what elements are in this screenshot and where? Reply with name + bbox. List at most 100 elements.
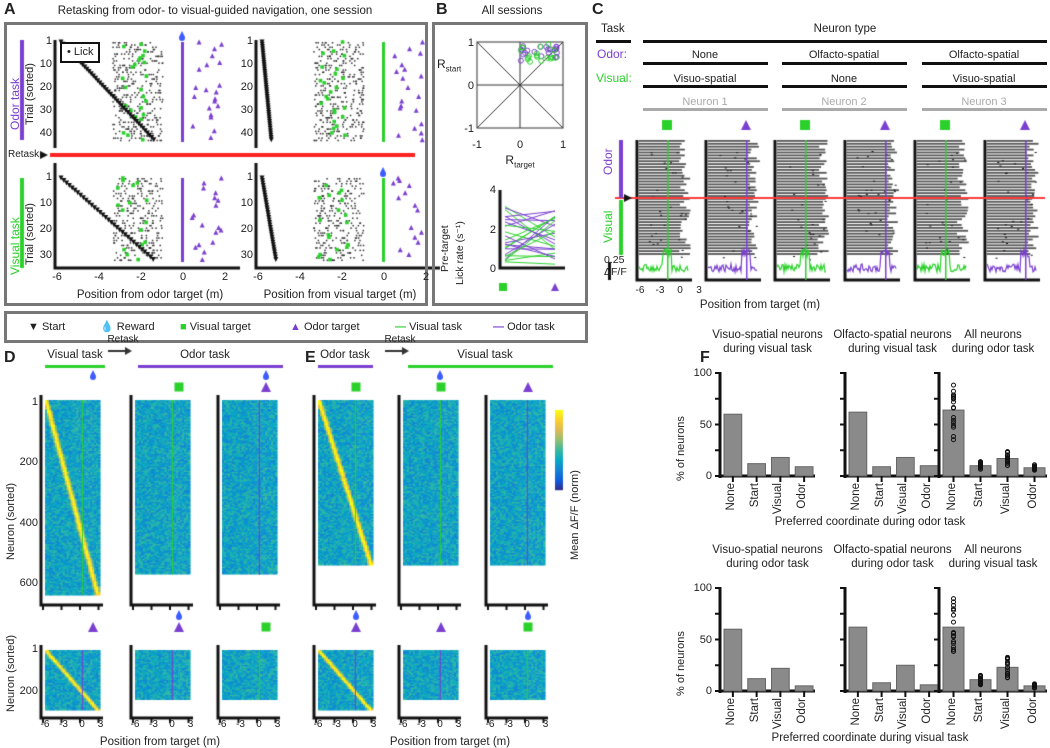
b-lick-tick: 2 (489, 224, 496, 236)
f-category-label: Start (748, 698, 761, 723)
f-chart-title: during visual task (723, 343, 812, 355)
colorbar-label: Mean ΔF/F (norm) (569, 470, 581, 560)
b-xtick: 1 (559, 139, 567, 151)
bar-start (872, 682, 891, 692)
bar-none (723, 628, 743, 692)
d-odor-task: Odor task (180, 349, 230, 361)
f-category-label: Start (873, 698, 886, 723)
f-xlabel-top: Preferred coordinate during odor task (774, 516, 966, 528)
c-neuron-label: Neuron 1 (682, 96, 728, 108)
session-point (951, 640, 956, 646)
d-ytick: 600 (19, 577, 38, 589)
c-scale-value: 0.25 (604, 254, 625, 266)
de-xtick: 3 (274, 719, 281, 730)
a-ytick: 40 (39, 127, 52, 139)
f-chart-title: Olfacto-spatial neurons (833, 329, 952, 341)
f-category-label: Visual (897, 483, 910, 515)
panel-label-c: C (592, 1, 604, 18)
c-odor-side-label: Odor (601, 148, 615, 175)
f-chart-title: during odor task (951, 343, 1035, 355)
session-point (951, 405, 956, 411)
panel-label-f: F (700, 349, 710, 366)
divider (782, 108, 907, 111)
de-xtick: -3 (59, 719, 68, 730)
de-xtick: 3 (542, 719, 549, 730)
de-xtick: -6 (313, 719, 323, 730)
a-ytick: 20 (39, 223, 52, 235)
divider (782, 62, 907, 65)
divider (922, 62, 1047, 65)
panel-a-title: Retasking from odor- to visual-guided na… (57, 5, 373, 17)
session-point (951, 415, 956, 421)
legend-reward: 💧 Reward (100, 322, 155, 333)
a-xtick: 2 (221, 271, 229, 283)
de-xtick: 3 (455, 719, 462, 730)
f-chart-title: All neurons (964, 544, 1022, 556)
f-category-label: Start (972, 698, 985, 723)
session-point (951, 437, 956, 443)
legend-visual-target-label: Visual target (189, 321, 251, 333)
b-lick-ylabel-1: Pre-target (439, 225, 451, 272)
a-ytick: 30 (240, 104, 253, 116)
a-xtick: -6 (253, 271, 263, 283)
c-neuron-label: Neuron 3 (961, 96, 1007, 108)
de-xtick: -3 (504, 719, 513, 730)
bar-odor (794, 685, 814, 692)
a-ytick: 1 (246, 35, 253, 47)
de-xtick: -6 (398, 719, 408, 730)
a-xtick: -4 (94, 271, 104, 283)
f-ytick: 50 (699, 418, 712, 431)
session-point (1005, 654, 1010, 660)
d-ytick: 200 (19, 456, 38, 468)
session-point (951, 629, 956, 635)
bar-none (848, 411, 868, 477)
divider (643, 108, 768, 111)
session-point (951, 422, 956, 428)
c-visual-row-label: Visual: (596, 71, 632, 85)
legend-reward-label: Reward (116, 321, 155, 333)
f-chart-title: during visual task (848, 343, 937, 355)
a-ytick: 10 (39, 58, 52, 70)
a-ytick: 20 (240, 81, 253, 93)
c-neuron-type-header: Neuron type (813, 23, 877, 35)
legend-frame (4, 311, 588, 343)
session-point (951, 648, 956, 654)
panel-b-frame (432, 22, 588, 306)
f-category-label: Odor (796, 698, 809, 724)
de-xtick: -3 (236, 719, 245, 730)
c-visual-type: None (830, 73, 858, 85)
de-xtick: 0 (524, 719, 530, 730)
legend-visual-task-label: Visual task (409, 321, 463, 333)
a-xtick: 0 (380, 271, 388, 283)
legend-start: ▼ Start (28, 322, 65, 333)
purple-dash-icon: — (493, 321, 504, 333)
d-ytick: 200 (19, 685, 38, 697)
e-visual-task: Visual task (457, 349, 513, 361)
green-dash-icon: — (395, 321, 406, 333)
bar-start (747, 463, 766, 477)
legend-visual-target: ■ Visual target (180, 322, 251, 333)
de-xtick: -3 (149, 719, 158, 730)
trial-axis-label-bottom: Trial (sorted) (24, 203, 36, 265)
session-point (1005, 449, 1010, 455)
a-ytick: 1 (45, 171, 52, 183)
a-ytick: 10 (39, 197, 52, 209)
bar-visual (896, 664, 915, 692)
c-xtick: 0 (677, 285, 683, 296)
legend-odor-target-label: Odor target (303, 321, 360, 333)
c-odor-type: None (691, 49, 719, 61)
divider (922, 85, 1047, 88)
de-xtick: 3 (97, 719, 104, 730)
d-visual-task: Visual task (47, 349, 103, 361)
e-xlabel: Position from target (m) (389, 736, 511, 748)
a-ytick: 30 (39, 104, 52, 116)
a-ytick: 10 (240, 58, 253, 70)
a-ytick: 40 (240, 127, 253, 139)
a-xtick: -4 (295, 271, 305, 283)
f-ylabel: % of neurons (675, 416, 687, 481)
a-ytick: 20 (240, 223, 253, 235)
session-point (951, 417, 956, 423)
f-category-label: Odor (921, 698, 934, 724)
bar-visual (771, 456, 790, 477)
visual-task-label: Visual task (8, 217, 22, 275)
